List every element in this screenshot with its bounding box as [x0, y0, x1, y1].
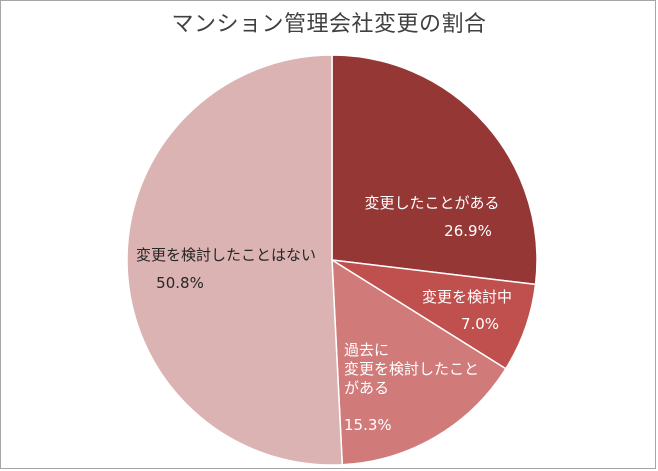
- slice-value-2: 7.0%: [461, 315, 499, 333]
- pie-slice-1: [331, 54, 538, 286]
- slice-label-1: 変更したことがある: [364, 194, 499, 212]
- slice-value-4: 50.8%: [156, 274, 204, 292]
- pie-slice-4: [126, 54, 344, 466]
- slice-label-2: 変更を検討中: [422, 288, 512, 306]
- slice-label-3: 過去に変更を検討したことがある: [344, 341, 479, 397]
- slice-value-3: 15.3%: [344, 416, 392, 434]
- pie-slice-3: [331, 258, 507, 466]
- slice-value-1: 26.9%: [444, 222, 492, 240]
- chart-title: マンション管理会社変更の割合: [171, 12, 487, 37]
- slice-label-4: 変更を検討したことはない: [136, 246, 316, 264]
